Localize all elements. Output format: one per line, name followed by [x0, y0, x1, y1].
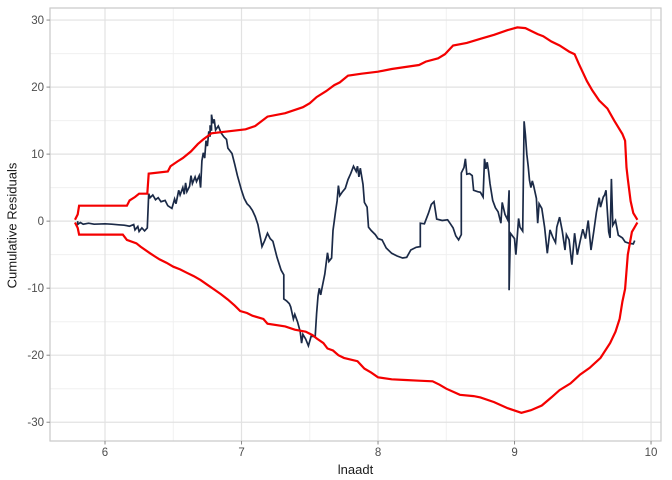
y-tick-label: -20	[27, 350, 44, 362]
y-tick-label: -10	[27, 283, 44, 295]
x-tick-label: 8	[375, 447, 381, 459]
y-tick-label: 20	[31, 82, 44, 94]
y-tick-label: -30	[27, 417, 44, 429]
x-axis-title: lnaadt	[337, 462, 374, 477]
y-tick-label: 30	[31, 15, 44, 27]
y-tick-label: 10	[31, 149, 44, 161]
y-axis-title: Cumulative Residuals	[4, 162, 20, 289]
x-tick-label: 9	[511, 447, 517, 459]
x-tick-label: 7	[238, 447, 244, 459]
x-tick-label: 6	[102, 447, 108, 459]
x-tick-label: 10	[645, 447, 658, 459]
plot-panel	[50, 8, 661, 441]
cumulative-residuals-line	[76, 114, 636, 349]
envelope-upper-line	[74, 26, 639, 221]
panel-border	[49, 7, 662, 442]
y-tick-label: 0	[38, 216, 44, 228]
envelope-lower-line	[74, 221, 639, 414]
